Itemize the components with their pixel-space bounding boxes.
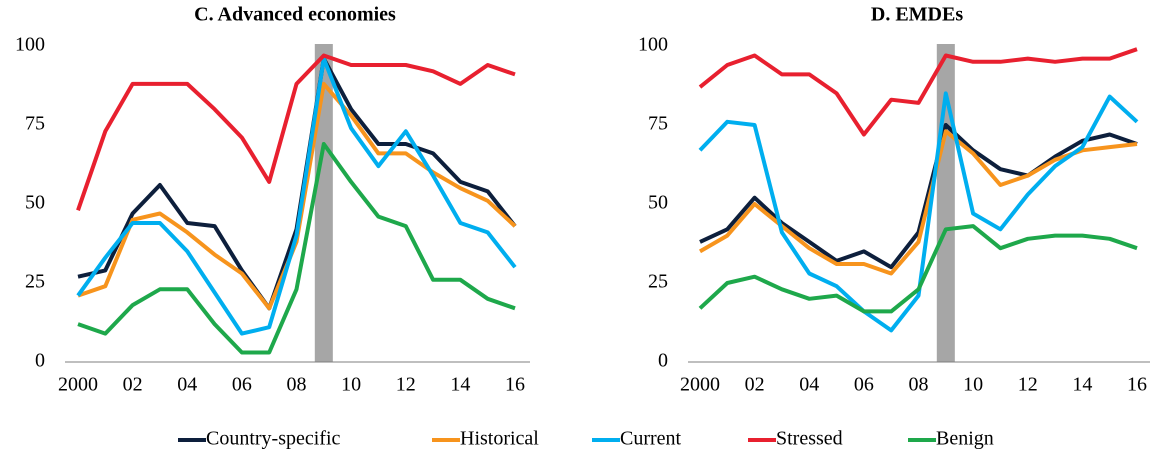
x-tick-label: 06 xyxy=(232,374,252,396)
legend-label: Stressed xyxy=(776,428,843,450)
x-tick-label: 08 xyxy=(287,374,307,396)
x-tick-label: 2000 xyxy=(680,374,720,396)
series-line xyxy=(76,56,517,336)
legend-label: Benign xyxy=(936,428,994,450)
series-line xyxy=(698,91,1139,333)
chart-title: C. Advanced economies xyxy=(194,4,396,26)
y-tick-label: 0 xyxy=(658,350,668,372)
legend-label: Historical xyxy=(460,428,539,450)
y-tick-label: 75 xyxy=(25,113,45,135)
legend-label: Country-specific xyxy=(206,428,341,450)
series-line xyxy=(699,123,1138,270)
x-tick-label: 02 xyxy=(745,374,765,396)
x-tick-label: 2000 xyxy=(58,374,98,396)
series-line xyxy=(77,142,516,355)
y-tick-label: 25 xyxy=(648,271,668,293)
x-tick-label: 14 xyxy=(1072,374,1092,396)
x-tick-label: 10 xyxy=(341,374,361,396)
y-tick-label: 0 xyxy=(35,350,45,372)
x-tick-label: 16 xyxy=(505,374,525,396)
x-tick-label: 02 xyxy=(123,374,143,396)
series-line xyxy=(76,53,516,211)
y-tick-label: 75 xyxy=(648,113,668,135)
x-tick-label: 06 xyxy=(854,374,874,396)
x-tick-label: 04 xyxy=(177,374,197,396)
series-line xyxy=(698,47,1138,137)
series-line xyxy=(698,224,1138,314)
y-tick-label: 50 xyxy=(25,192,45,214)
x-tick-label: 10 xyxy=(963,374,983,396)
y-tick-label: 50 xyxy=(648,192,668,214)
legend-label: Current xyxy=(620,428,682,450)
series-line xyxy=(698,129,1138,276)
y-tick-label: 100 xyxy=(638,34,668,56)
x-tick-label: 04 xyxy=(799,374,819,396)
x-tick-label: 12 xyxy=(1018,374,1038,396)
highlight-band xyxy=(314,44,333,362)
x-tick-label: 16 xyxy=(1127,374,1147,396)
chart-title: D. EMDEs xyxy=(871,4,963,26)
x-tick-label: 08 xyxy=(909,374,929,396)
y-tick-label: 25 xyxy=(25,271,45,293)
x-tick-label: 12 xyxy=(396,374,416,396)
series-line xyxy=(77,81,517,311)
x-tick-label: 14 xyxy=(450,374,470,396)
y-tick-label: 100 xyxy=(15,34,45,56)
